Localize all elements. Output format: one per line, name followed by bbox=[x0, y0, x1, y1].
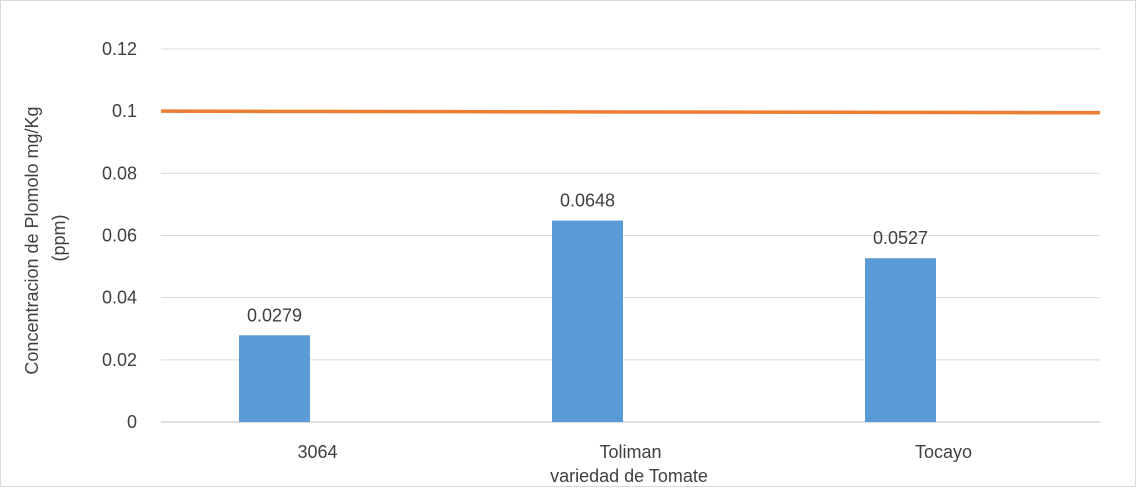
bars bbox=[239, 220, 936, 422]
y-tick-label: 0 bbox=[127, 412, 137, 432]
y-tick-label: 0.08 bbox=[102, 163, 137, 183]
y-tick-label: 0.04 bbox=[102, 288, 137, 308]
data-label: 0.0527 bbox=[873, 228, 928, 248]
y-tick-label: 0.02 bbox=[102, 350, 137, 370]
reference-line-layer bbox=[160, 109, 1101, 115]
y-tick-label: 0.06 bbox=[102, 226, 137, 246]
y-tick-label: 0.12 bbox=[102, 39, 137, 59]
x-axis-title: variedad de Tomate bbox=[550, 466, 708, 486]
data-labels: 0.0279 0.0648 0.0527 bbox=[247, 191, 928, 326]
y-axis-title-line-2: (ppm) bbox=[49, 214, 69, 261]
data-label: 0.0279 bbox=[247, 305, 302, 325]
y-axis-title-line-1: Concentracion de Plomolo mg/Kg bbox=[22, 106, 42, 374]
bar bbox=[552, 220, 623, 422]
data-label: 0.0648 bbox=[560, 191, 615, 211]
bar bbox=[865, 258, 936, 422]
x-tick-label: Tocayo bbox=[915, 442, 972, 462]
y-tick-labels: 0 0.02 0.04 0.06 0.08 0.1 0.12 bbox=[102, 39, 137, 432]
x-tick-labels: 3064 Toliman Tocayo bbox=[297, 442, 972, 462]
bar bbox=[239, 335, 310, 422]
x-tick-label: Toliman bbox=[599, 442, 661, 462]
axis-titles: Concentracion de Plomolo mg/Kg (ppm) var… bbox=[22, 101, 708, 486]
y-axis-title: Concentracion de Plomolo mg/Kg (ppm) bbox=[22, 101, 69, 374]
y-tick-label: 0.1 bbox=[112, 101, 137, 121]
x-tick-label: 3064 bbox=[297, 442, 337, 462]
reference-line bbox=[160, 109, 1101, 115]
